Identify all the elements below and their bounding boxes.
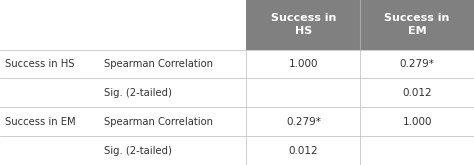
Text: 0.012: 0.012 (402, 88, 432, 98)
Text: Success in EM: Success in EM (5, 117, 75, 127)
Bar (246, 0, 360, 50)
Bar (0, 50, 474, 78)
Text: Success in
HS: Success in HS (271, 13, 336, 36)
Bar (0, 107, 474, 136)
Bar (0, 78, 474, 107)
Text: Spearman Correlation: Spearman Correlation (104, 59, 213, 69)
Text: Sig. (2-tailed): Sig. (2-tailed) (104, 146, 172, 156)
Text: 1.000: 1.000 (289, 59, 318, 69)
Bar (360, 0, 474, 50)
Bar (0, 136, 474, 165)
Text: Spearman Correlation: Spearman Correlation (104, 117, 213, 127)
Text: 0.012: 0.012 (289, 146, 318, 156)
Text: 1.000: 1.000 (402, 117, 432, 127)
Text: 0.279*: 0.279* (400, 59, 435, 69)
Text: Success in HS: Success in HS (5, 59, 74, 69)
Text: Success in
EM: Success in EM (384, 13, 450, 36)
Text: Sig. (2-tailed): Sig. (2-tailed) (104, 88, 172, 98)
Text: 0.279*: 0.279* (286, 117, 321, 127)
